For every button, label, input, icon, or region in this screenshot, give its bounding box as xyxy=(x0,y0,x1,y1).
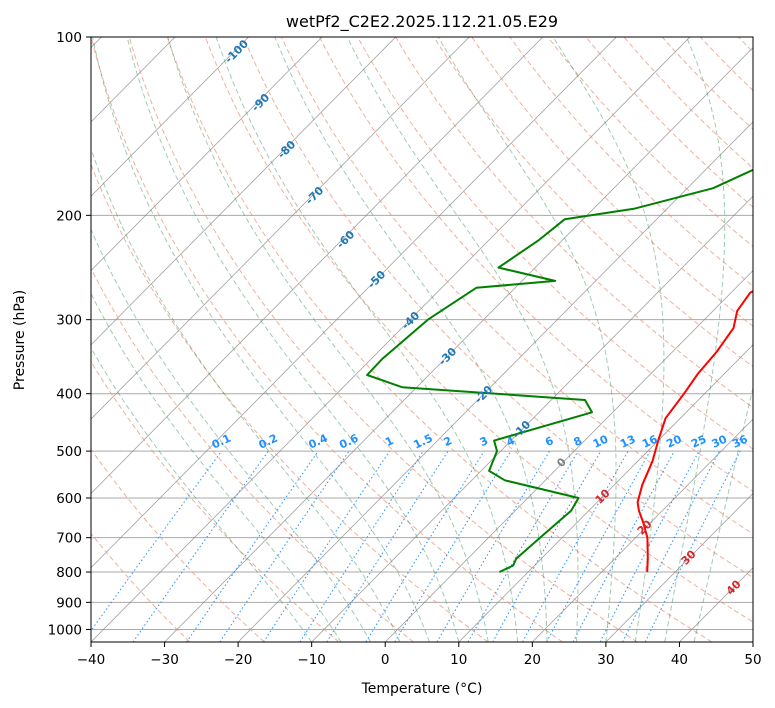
y-tick-label: 500 xyxy=(56,444,82,460)
moist-adiabat-line xyxy=(91,347,313,642)
mixing-ratio-line xyxy=(91,450,223,632)
dry-adiabat-line xyxy=(433,37,753,368)
sounding-profiles xyxy=(366,168,753,573)
axis-ticks: −40 −30 −20 −10 0 10 20 30 40 50 100 200 300 400 500 60… xyxy=(48,30,762,668)
mixing-ratio-line xyxy=(644,450,741,642)
x-tick-label: −10 xyxy=(297,652,326,668)
mixing-ratio-label: 10 xyxy=(591,432,611,450)
y-tick-label: 100 xyxy=(56,30,82,46)
dry-adiabat-line xyxy=(91,532,191,642)
moist-adiabat-line xyxy=(126,37,460,642)
isotherm-line xyxy=(91,37,323,272)
plot-frame xyxy=(90,36,754,643)
isotherm-line xyxy=(91,37,691,642)
y-tick-label: 900 xyxy=(56,595,82,611)
isotherm-line xyxy=(91,37,397,346)
temperature-profile xyxy=(636,290,753,573)
dry-adiabat-line xyxy=(204,37,753,623)
moist-adiabat-line xyxy=(91,292,342,642)
y-tick-label: 200 xyxy=(56,208,82,224)
dry-adiabat-line xyxy=(509,37,753,287)
mixing-ratio-line xyxy=(546,450,651,642)
x-tick-label: 40 xyxy=(671,652,688,668)
mixing-ratio-label: 16 xyxy=(640,432,660,450)
mixing-ratio-line xyxy=(436,450,551,642)
moist-adiabat-line xyxy=(437,37,617,642)
mixing-ratio-label: 36 xyxy=(730,432,750,450)
dry-adiabat-line xyxy=(91,267,414,642)
dewpoint-profile xyxy=(366,168,753,573)
mixing-ratio-label: 13 xyxy=(618,433,637,451)
x-axis-label: Temperature (°C) xyxy=(361,681,483,697)
x-tick-label: 0 xyxy=(381,652,390,668)
moist-adiabat-line xyxy=(215,37,519,642)
moist-adiabat-line xyxy=(92,37,430,642)
isotherm-line xyxy=(605,492,753,642)
y-tick-label: 400 xyxy=(56,387,82,403)
isotherm-line xyxy=(91,37,544,494)
isotherm-line xyxy=(384,269,753,642)
mixing-ratio-line xyxy=(132,450,269,642)
mixing-ratio-line xyxy=(326,450,449,642)
isotherm-line xyxy=(91,37,249,197)
x-tick-label: 50 xyxy=(744,652,761,668)
x-tick-label: −20 xyxy=(224,652,253,668)
moist-adiabat-line xyxy=(664,37,726,642)
mixing-ratio-line xyxy=(365,450,485,642)
dry-adiabat-line xyxy=(91,360,340,642)
y-tick-label: 300 xyxy=(56,313,82,329)
moist-adiabat-line xyxy=(346,37,579,642)
y-tick-label: 800 xyxy=(56,565,82,581)
dry-adiabat-line xyxy=(547,37,753,248)
moist-adiabat-line xyxy=(693,385,753,642)
chart-title: wetPf2_C2E2.2025.112.21.05.E29 xyxy=(286,12,558,32)
mixing-ratio-line xyxy=(394,450,512,642)
x-tick-label: 10 xyxy=(450,652,467,668)
moist-adiabat-line xyxy=(167,37,489,642)
dry-adiabat-line xyxy=(242,37,753,579)
dry-adiabat-line xyxy=(319,37,753,492)
dry-adiabat-line xyxy=(128,37,638,642)
y-tick-label: 1000 xyxy=(48,622,82,638)
dry-adiabat-line xyxy=(395,37,753,409)
isotherm-line xyxy=(91,37,470,420)
mixing-ratio-line xyxy=(186,450,319,642)
mixing-ratio-line xyxy=(492,450,602,642)
x-tick-label: 30 xyxy=(597,652,614,668)
isotherm-line xyxy=(91,37,617,569)
moist-adiabat-line xyxy=(91,147,401,642)
x-tick-label: −30 xyxy=(150,652,179,668)
moist-adiabat-line xyxy=(91,228,371,642)
mixing-ratio-label: 30 xyxy=(710,432,730,450)
x-tick-label: −40 xyxy=(77,652,106,668)
y-tick-label: 700 xyxy=(56,531,82,547)
moist-adiabat-line xyxy=(552,37,665,642)
mixing-ratio-line xyxy=(522,450,629,642)
mixing-ratio-line xyxy=(299,450,424,642)
background-lines xyxy=(91,37,753,642)
dry-adiabat-line xyxy=(281,37,753,535)
dry-adiabat-line xyxy=(623,37,753,169)
dry-adiabat-line xyxy=(166,37,713,642)
mixing-ratio-label: 25 xyxy=(689,433,708,451)
x-tick-label: 20 xyxy=(524,652,541,668)
dry-adiabat-line xyxy=(357,37,753,450)
mixing-ratio-line xyxy=(467,450,579,642)
y-tick-label: 600 xyxy=(56,491,82,507)
isotherm-line xyxy=(532,418,753,642)
isotherm-line xyxy=(164,47,753,642)
isotherm-line xyxy=(458,344,753,642)
isotherm-line xyxy=(237,121,753,642)
mixing-ratio-label: 20 xyxy=(664,432,684,450)
y-axis-label: Pressure (hPa) xyxy=(12,290,28,390)
